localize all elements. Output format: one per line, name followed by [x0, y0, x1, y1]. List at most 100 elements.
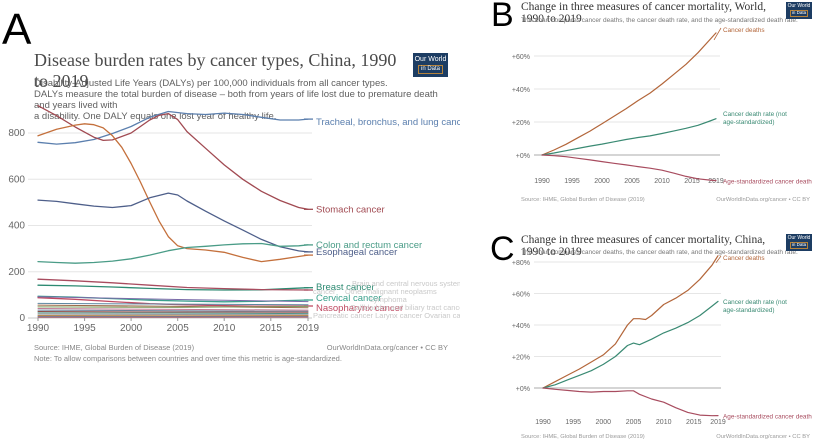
y-tick-label: 0: [19, 313, 25, 324]
x-tick-label: 2019: [708, 178, 724, 185]
faded-series-label: Pancreatic cancer Larynx cancer Ovarian …: [313, 311, 460, 320]
x-tick-label: 2000: [594, 178, 610, 185]
y-tick-label: 400: [8, 221, 25, 232]
chart-title-c: Change in three measures of cancer morta…: [521, 234, 766, 258]
label-pointer-line: [713, 27, 722, 41]
series-line: [541, 118, 717, 156]
faded-series-label: Gallbladder and biliary tract cancer: [350, 303, 460, 312]
panel-label-c: C: [490, 230, 515, 268]
panel-disease-burden-china: A Disease burden rates by cancer types, …: [2, 5, 460, 365]
x-tick-label: 2019: [297, 323, 320, 334]
y-tick-label: +60%: [512, 54, 530, 61]
series-line: [37, 311, 309, 313]
chart-subtitle-c: This chart compares cancer deaths, the c…: [521, 249, 798, 256]
panel-label-a: A: [2, 5, 32, 54]
x-tick-label: 1995: [565, 419, 581, 426]
x-tick-label: 2010: [656, 419, 672, 426]
series-line: [37, 123, 309, 263]
x-tick-label: 2015: [686, 419, 702, 426]
x-tick-label: 2015: [684, 178, 700, 185]
chart-title-b: Change in three measures of cancer morta…: [521, 1, 766, 25]
owid-logo-text: Our World: [414, 56, 447, 64]
faded-series-label: Brain and central nervous system: [352, 279, 460, 288]
owid-logo-text: Our World: [787, 235, 811, 242]
series-label: Nasopharynx cancer: [316, 303, 403, 314]
label-pointer-line: [715, 255, 722, 263]
series-line: [37, 278, 309, 291]
y-tick-label: 600: [8, 174, 25, 185]
x-tick-label: 1990: [27, 323, 50, 334]
series-line: [37, 110, 309, 145]
owid-logo-text: in Data: [789, 241, 809, 249]
series-line: [37, 313, 309, 316]
series-label: Stomach cancer: [316, 204, 385, 215]
faded-series-label: Other malignant neoplasms: [345, 287, 437, 296]
series-line: [542, 255, 719, 389]
panel-cancer-mortality-china: C Change in three measures of cancer mor…: [490, 228, 813, 442]
line-chart-a-canvas: 0 200 400 600 800 1990 1995 2000 2005 2010 2015 201…: [8, 105, 460, 334]
series-line: [37, 242, 309, 264]
y-tick-label: +40%: [512, 87, 530, 94]
owid-logo: Our World in Data: [413, 53, 448, 77]
x-tick-label: 2010: [213, 323, 236, 334]
y-tick-label: +40%: [512, 323, 530, 330]
owid-logo: Our World in Data: [786, 2, 812, 19]
x-tick-label: 1995: [564, 178, 580, 185]
series-line: [37, 309, 309, 312]
series-label: Esophageal cancer: [316, 247, 397, 258]
series-line: [37, 304, 309, 309]
panel-label-b: B: [491, 0, 514, 34]
series-line: [542, 300, 719, 389]
panel-cancer-mortality-world: B Change in three measures of cancer mor…: [490, 0, 813, 228]
faded-series-label: Lymphoma: [370, 295, 408, 304]
series-label: Cancer death rate (not: [723, 299, 787, 306]
y-tick-label: +80%: [512, 260, 530, 267]
series-label: Age-standardized cancer death rate: [723, 179, 813, 186]
attribution-c: OurWorldInData.org/cancer • CC BY: [716, 434, 810, 440]
y-tick-label: +20%: [512, 355, 530, 362]
note-line: Note: To allow comparisons between count…: [34, 353, 342, 363]
source-line-b: Source: IHME, Global Burden of Disease (…: [521, 197, 645, 203]
series-label: Colon and rectum cancer: [316, 240, 422, 251]
series-line: [541, 154, 717, 182]
series-label: age-standardized): [723, 307, 775, 314]
owid-logo: Our World in Data: [786, 234, 812, 251]
owid-logo-text: Our World: [787, 3, 811, 10]
line-chart-c-canvas: +80% +60% +40% +20% +0% 1990 1995 2000 2005 2010 2…: [512, 255, 813, 426]
x-tick-label: 2000: [120, 323, 143, 334]
owid-logo-text: in Data: [417, 65, 443, 74]
y-tick-label: +0%: [516, 153, 530, 160]
source-note-a: Source: IHME, Global Burden of Disease (…: [34, 343, 342, 365]
x-tick-label: 1990: [534, 178, 550, 185]
series-label: Cancer deaths: [723, 255, 765, 262]
x-tick-label: 2019: [710, 419, 726, 426]
series-label: Breast cancer: [316, 282, 375, 293]
subtitle-line: Disability-Adjusted Life Years (DALYs) p…: [34, 78, 388, 89]
source-line-c: Source: IHME, Global Burden of Disease (…: [521, 434, 645, 440]
y-tick-label: 200: [8, 267, 25, 278]
y-tick-label: +60%: [512, 292, 530, 299]
x-tick-label: 2005: [624, 178, 640, 185]
x-tick-label: 1990: [535, 419, 551, 426]
source-line: Source: IHME, Global Burden of Disease (…: [34, 343, 195, 352]
attribution-b: OurWorldInData.org/cancer • CC BY: [716, 197, 810, 203]
series-label: Cancer deaths: [723, 27, 765, 34]
y-tick-label: +20%: [512, 120, 530, 127]
line-chart-b-canvas: +60% +40% +20% +0% 1990 1995 2000 2005 2010 2015 2…: [512, 27, 813, 186]
series-line: [37, 302, 309, 306]
x-tick-label: 2005: [167, 323, 190, 334]
series-line: [542, 387, 719, 417]
x-tick-label: 2005: [626, 419, 642, 426]
series-line: [37, 192, 309, 253]
series-label: Age-standardized cancer death rate: [723, 414, 813, 421]
chart-subtitle-a: Disability-Adjusted Life Years (DALYs) p…: [34, 78, 448, 122]
series-line: [37, 312, 309, 315]
chart-subtitle-b: This chart compares cancer deaths, the c…: [521, 17, 798, 24]
subtitle-line: DALYs measure the total burden of diseas…: [34, 89, 438, 112]
owid-logo-text: in Data: [789, 9, 809, 17]
y-tick-label: +0%: [516, 386, 530, 393]
attribution-a: OurWorldInData.org/cancer • CC BY: [326, 343, 448, 352]
chart-title-a: Disease burden rates by cancer types, Ch…: [34, 50, 397, 91]
y-tick-label: 800: [8, 128, 25, 139]
series-line: [37, 308, 309, 311]
